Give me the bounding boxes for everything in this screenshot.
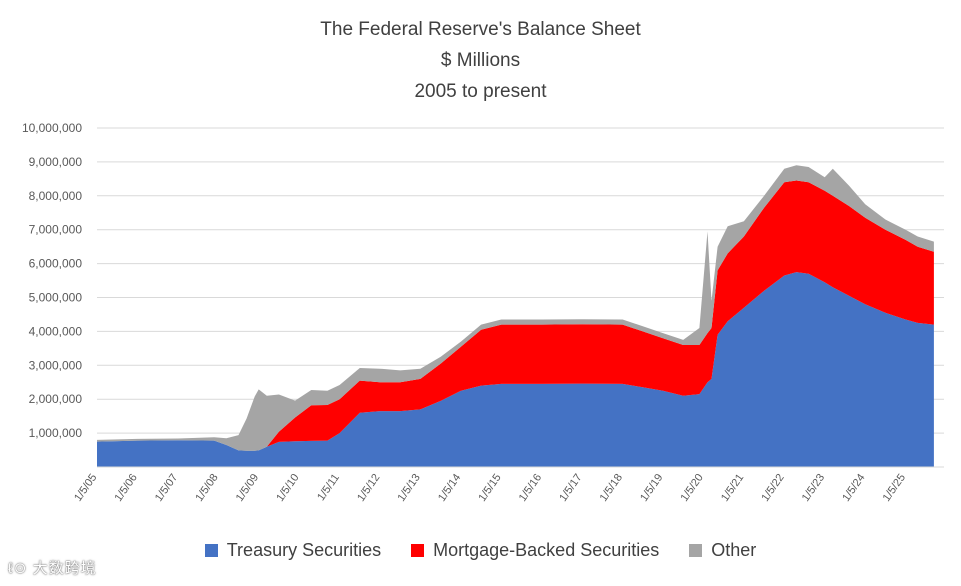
x-tick-label: 1/5/22 xyxy=(759,472,786,504)
x-tick-label: 1/5/06 xyxy=(113,472,140,504)
y-tick-label: 9,000,000 xyxy=(29,155,83,169)
legend-item-treasury: Treasury Securities xyxy=(204,540,382,561)
legend-swatch xyxy=(411,544,425,557)
chart-subtitle: $ Millions xyxy=(440,50,521,71)
y-axis: 1,000,000 2,000,000 3,000,000 4,000,000 5,00… xyxy=(22,121,82,440)
y-tick-label: 6,000,000 xyxy=(29,257,83,271)
x-tick-label: 1/5/11 xyxy=(315,472,342,503)
x-tick-label: 1/5/21 xyxy=(719,472,746,504)
x-tick-label: 1/5/05 xyxy=(72,472,99,504)
x-tick-label: 1/5/19 xyxy=(638,472,665,504)
y-tick-label: 5,000,000 xyxy=(29,291,83,305)
series-area-3 xyxy=(97,165,934,451)
x-tick-label: 1/5/09 xyxy=(234,472,261,504)
x-tick-label: 1/5/25 xyxy=(881,472,908,504)
x-tick-label: 1/5/14 xyxy=(436,472,463,504)
legend-swatch xyxy=(204,544,218,557)
series-area-2 xyxy=(97,180,934,451)
x-tick-label: 1/5/23 xyxy=(800,472,827,504)
chart-title: The Federal Reserve's Balance Sheet xyxy=(320,19,641,40)
x-tick-label: 1/5/20 xyxy=(679,472,706,504)
series-area-1 xyxy=(97,272,934,467)
y-tick-label: 2,000,000 xyxy=(29,392,83,406)
x-tick-label: 1/5/24 xyxy=(840,472,867,504)
watermark-logo: ℓ⊙ 大数跨境 xyxy=(8,560,97,577)
legend-label: Treasury Securities xyxy=(226,540,382,560)
legend-label: Mortgage-Backed Securities xyxy=(433,540,660,560)
legend-label: Other xyxy=(711,540,757,560)
y-tick-label: 10,000,000 xyxy=(22,121,82,135)
y-tick-label: 8,000,000 xyxy=(29,189,83,203)
legend-item-other: Other xyxy=(689,540,756,561)
x-tick-label: 1/5/13 xyxy=(396,472,423,504)
chart-subtitle-range: 2005 to present xyxy=(414,81,547,102)
x-tick-label: 1/5/08 xyxy=(193,472,220,504)
x-tick-label: 1/5/12 xyxy=(355,472,382,504)
x-tick-label: 1/5/10 xyxy=(274,472,301,504)
legend: Treasury Securities Mortgage-Backed Secu… xyxy=(0,540,961,561)
legend-swatch xyxy=(689,544,703,557)
x-axis: 1/5/05 1/5/06 1/5/07 1/5/08 1/5/09 1/5/10 1/5/… xyxy=(72,466,944,504)
x-tick-label: 1/5/07 xyxy=(153,472,180,504)
legend-item-mbs: Mortgage-Backed Securities xyxy=(411,540,659,561)
area-series xyxy=(97,165,934,467)
y-tick-label: 4,000,000 xyxy=(29,324,83,338)
y-tick-label: 1,000,000 xyxy=(29,426,83,440)
x-tick-label: 1/5/16 xyxy=(517,472,544,504)
x-tick-label: 1/5/18 xyxy=(598,472,625,504)
y-tick-label: 3,000,000 xyxy=(29,358,83,372)
chart-titles: The Federal Reserve's Balance Sheet $ Mi… xyxy=(0,14,961,107)
y-tick-label: 7,000,000 xyxy=(29,223,83,237)
x-tick-label: 1/5/17 xyxy=(557,472,584,504)
x-tick-label: 1/5/15 xyxy=(476,472,503,504)
